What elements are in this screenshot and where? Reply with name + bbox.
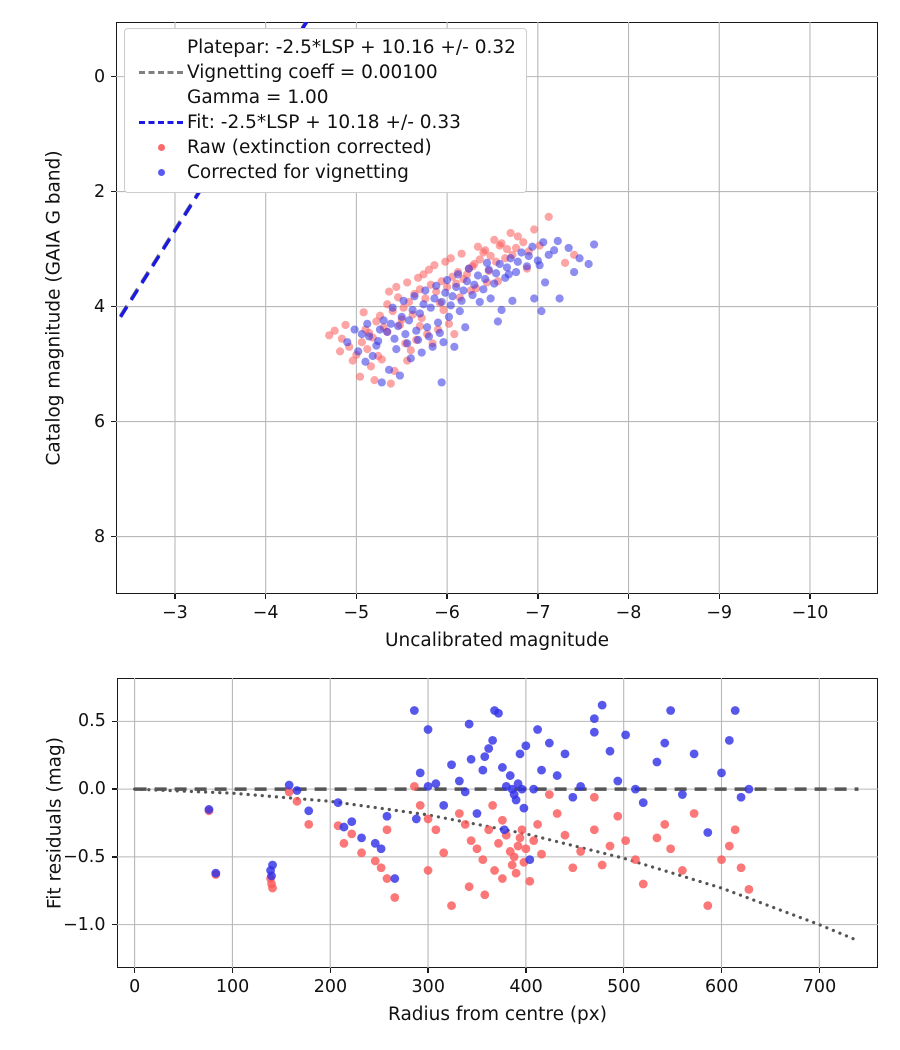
y-tickmark (112, 788, 117, 790)
x-tick-label: −6 (434, 603, 460, 623)
y-tickmark (111, 190, 116, 193)
x-tickmark (627, 594, 630, 599)
y-tick-label: 0.0 (78, 779, 106, 800)
lower-axes-frame (117, 678, 878, 968)
y-tickmark (111, 75, 116, 78)
upper-x-axis-title: Uncalibrated magnitude (385, 630, 610, 651)
legend-label-gamma: Gamma = 1.00 (187, 87, 329, 108)
x-tickmark (264, 594, 267, 599)
lower-y-axis-title: Fit residuals (mag) (44, 737, 66, 909)
y-tickmark (111, 305, 116, 308)
y-tick-label: 0 (94, 66, 106, 87)
lower-x-axis-title: Radius from centre (px) (388, 1004, 607, 1025)
y-tickmark (112, 720, 117, 723)
x-tickmark (720, 968, 723, 973)
legend-entry-corrected: Corrected for vignetting (135, 160, 516, 185)
y-tickmark (112, 923, 117, 926)
y-tick-label: 8 (94, 526, 106, 547)
legend-entry-platepar: Platepar: -2.5*LSP + 10.16 +/- 0.32 (135, 35, 516, 60)
x-tick-label: −10 (791, 603, 829, 623)
legend-label-corrected: Corrected for vignetting (187, 162, 409, 183)
y-tickmark (111, 535, 116, 538)
x-tickmark (446, 594, 448, 599)
plot-legend: Platepar: -2.5*LSP + 10.16 +/- 0.32 Vign… (124, 28, 527, 193)
x-tick-label: 0 (129, 977, 141, 997)
y-tick-label: 2 (94, 181, 106, 202)
x-tick-label: 200 (313, 977, 348, 997)
legend-label-raw: Raw (extinction corrected) (187, 137, 432, 158)
x-tickmark (622, 968, 625, 973)
dashed-line-blue-icon (139, 121, 183, 124)
x-tick-label: −3 (161, 603, 188, 623)
legend-key-dashed-gray-icon (135, 60, 187, 85)
x-tickmark (133, 968, 136, 973)
legend-label-fit: Fit: -2.5*LSP + 10.18 +/- 0.33 (187, 112, 461, 133)
x-tick-label: −5 (343, 603, 370, 623)
x-tick-label: −8 (615, 603, 642, 623)
y-tick-label: 4 (94, 296, 106, 317)
legend-label-platepar: Platepar: -2.5*LSP + 10.16 +/- 0.32 (187, 37, 516, 58)
x-tickmark (809, 594, 811, 599)
y-tickmark (112, 856, 117, 858)
legend-entry-gamma: Gamma = 1.00 (135, 85, 516, 110)
y-tick-label: 0.5 (78, 711, 106, 732)
legend-key-dashed-blue-icon (135, 110, 187, 135)
x-tickmark (537, 594, 539, 599)
legend-key-red-dot-icon (135, 135, 187, 160)
x-tick-label: −9 (706, 603, 733, 623)
x-tickmark (818, 968, 820, 973)
legend-key-blue-dot-icon (135, 160, 187, 185)
legend-entry-fit: Fit: -2.5*LSP + 10.18 +/- 0.33 (135, 110, 516, 135)
x-tickmark (718, 594, 720, 599)
marker-red-dot-icon (157, 144, 165, 151)
x-tickmark (174, 594, 176, 599)
y-tick-label: 6 (94, 411, 106, 432)
x-tickmark (525, 968, 527, 973)
x-tickmark (427, 968, 429, 973)
x-tick-label: 700 (802, 977, 837, 997)
legend-entry-raw: Raw (extinction corrected) (135, 135, 516, 160)
x-tick-label: −7 (524, 603, 551, 623)
x-tick-label: 400 (509, 977, 543, 997)
x-tick-label: −4 (252, 603, 279, 623)
x-tickmark (355, 594, 358, 599)
y-tickmark (111, 420, 116, 423)
x-tickmark (231, 968, 234, 973)
y-tick-label: −1.0 (63, 914, 106, 935)
x-tick-label: 500 (607, 977, 641, 997)
y-tick-label: −0.5 (63, 846, 106, 867)
dashed-line-gray-icon (139, 71, 183, 74)
x-tick-label: 600 (704, 977, 739, 997)
marker-blue-dot-icon (157, 169, 165, 176)
x-tick-label: 300 (411, 977, 445, 997)
x-tick-label: 100 (215, 977, 250, 997)
legend-label-vignetting-coeff: Vignetting coeff = 0.00100 (187, 62, 438, 83)
x-tickmark (329, 968, 331, 973)
legend-entry-vignetting-coeff: Vignetting coeff = 0.00100 (135, 60, 516, 85)
